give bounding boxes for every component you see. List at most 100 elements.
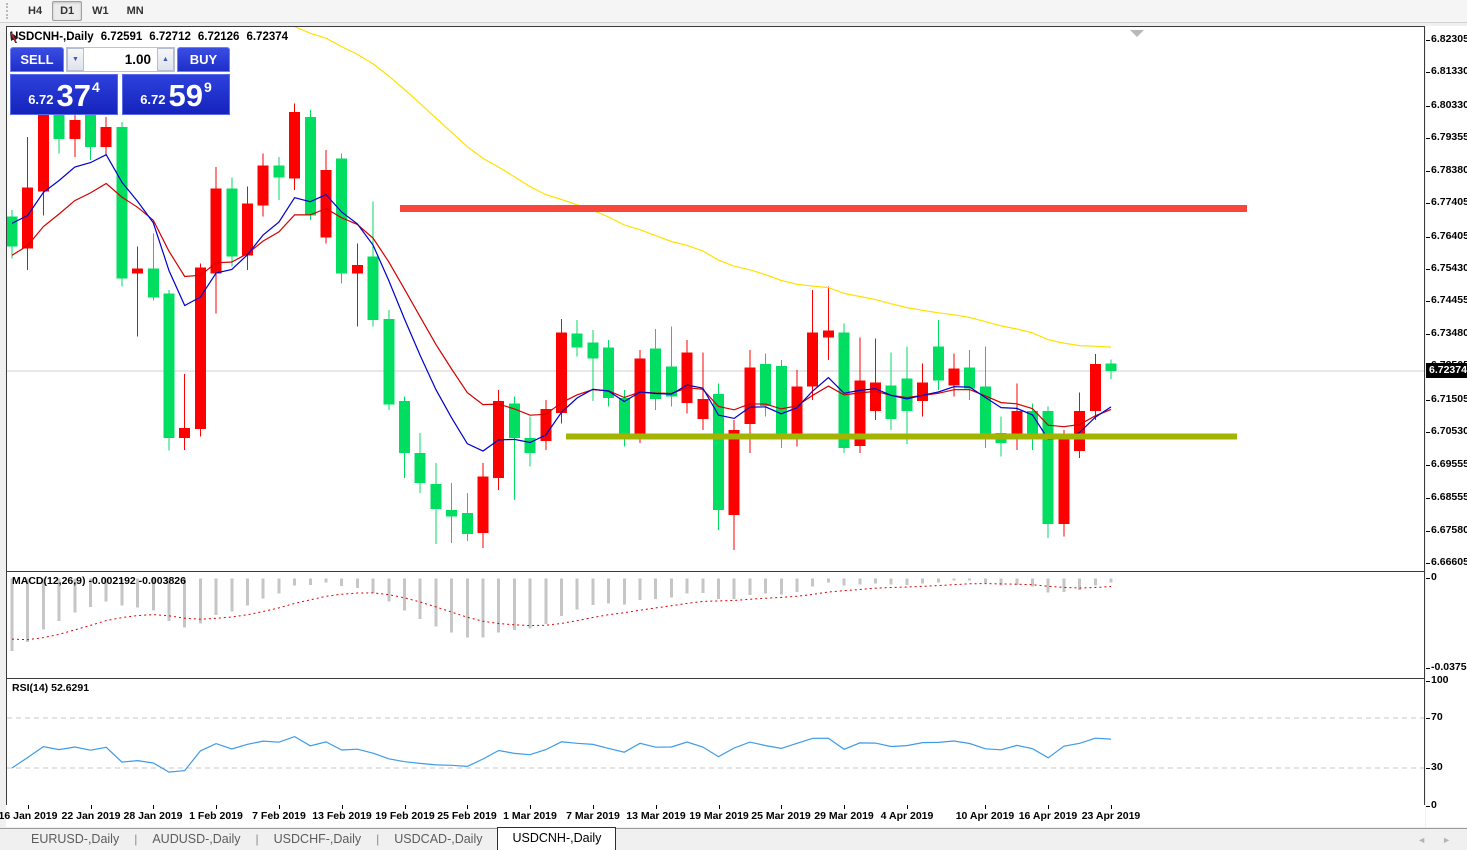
price-axis-label: 6.75430 bbox=[1431, 262, 1467, 274]
macd-histogram-bar bbox=[983, 578, 987, 583]
candle-body bbox=[1074, 410, 1086, 452]
macd-histogram-bar bbox=[607, 578, 611, 604]
ohlc-close: 6.72374 bbox=[246, 31, 289, 43]
candle-body bbox=[964, 367, 976, 389]
price-axis-label: 6.81330 bbox=[1431, 65, 1467, 77]
date-axis[interactable] bbox=[6, 805, 1425, 827]
support-line[interactable] bbox=[566, 433, 1237, 440]
price-axis-label: 6.82305 bbox=[1431, 33, 1467, 45]
ohlc-low: 6.72126 bbox=[197, 31, 240, 43]
timeframe-button-h4[interactable]: H4 bbox=[28, 5, 43, 17]
candle-body bbox=[289, 112, 301, 179]
macd-histogram-bar bbox=[654, 578, 658, 599]
candle-body bbox=[1058, 435, 1070, 525]
candle-body bbox=[571, 333, 583, 348]
macd-histogram-bar bbox=[73, 578, 77, 613]
macd-histogram-bar bbox=[842, 578, 846, 586]
macd-histogram-bar bbox=[308, 578, 312, 586]
macd-histogram-bar bbox=[151, 578, 155, 611]
date-axis-label: 16 Jan 2019 bbox=[0, 810, 58, 822]
symbol-tab-audusd[interactable]: AUDUSD-,Daily bbox=[152, 832, 241, 846]
candle-body bbox=[665, 366, 677, 397]
macd-histogram-bar bbox=[952, 578, 956, 581]
macd-chart[interactable] bbox=[7, 572, 1424, 677]
macd-histogram-bar bbox=[120, 578, 124, 606]
macd-histogram-bar bbox=[1109, 578, 1113, 583]
volume-decrease-button[interactable]: ▼ bbox=[67, 48, 84, 71]
symbol-tab-usdcad[interactable]: USDCAD-,Daily bbox=[394, 832, 483, 846]
buy-price-big: 59 bbox=[168, 78, 203, 113]
timeframe-button-mn[interactable]: MN bbox=[126, 5, 144, 17]
macd-histogram-bar bbox=[685, 578, 689, 594]
rsi-axis-label: 0 bbox=[1431, 799, 1437, 811]
candle-body bbox=[446, 509, 458, 517]
candle-body bbox=[524, 437, 536, 454]
macd-histogram-bar bbox=[622, 578, 626, 605]
macd-histogram-bar bbox=[41, 578, 45, 630]
toolbar-grip-icon[interactable] bbox=[6, 3, 11, 19]
tab-scroll-right-icon[interactable]: ► bbox=[1442, 835, 1451, 845]
macd-histogram-bar bbox=[889, 578, 893, 585]
current-price-badge: 6.72374 bbox=[1426, 363, 1467, 378]
candle-body bbox=[618, 397, 630, 438]
macd-histogram-bar bbox=[434, 578, 438, 627]
price-axis[interactable] bbox=[1426, 26, 1467, 827]
macd-histogram-bar bbox=[10, 578, 14, 652]
candle-body bbox=[320, 170, 332, 238]
volume-box: ▼ ▲ bbox=[66, 47, 175, 72]
symbol-tab-bar: EURUSD-,Daily | AUDUSD-,Daily | USDCHF-,Dail… bbox=[0, 827, 1467, 850]
macd-pane[interactable] bbox=[6, 571, 1425, 679]
macd-label-row: MACD(12,26,9) -0.002192 -0.003826 bbox=[12, 575, 186, 587]
sell-price-big: 37 bbox=[56, 78, 91, 113]
volume-input[interactable] bbox=[84, 48, 157, 71]
scroll-to-end-marker-icon[interactable] bbox=[1130, 30, 1144, 37]
macd-histogram-bar bbox=[968, 578, 972, 581]
macd-histogram-bar bbox=[575, 578, 579, 610]
date-axis-label: 13 Mar 2019 bbox=[626, 810, 686, 822]
chart-title: USDCNH-,Daily 6.72591 6.72712 6.72126 6.… bbox=[10, 31, 290, 43]
volume-increase-button[interactable]: ▲ bbox=[157, 48, 174, 71]
macd-axis-label: -0.037529 bbox=[1431, 661, 1467, 673]
moving-average-line bbox=[11, 153, 1112, 452]
timeframe-button-d1[interactable]: D1 bbox=[52, 1, 83, 21]
macd-histogram-bar bbox=[717, 578, 720, 600]
tab-scroll-left-icon[interactable]: ◄ bbox=[1417, 835, 1427, 845]
symbol-tab-eurusd[interactable]: EURUSD-,Daily bbox=[31, 832, 120, 846]
candle-body bbox=[901, 378, 913, 411]
macd-histogram-bar bbox=[560, 578, 563, 616]
macd-value: -0.002192 bbox=[88, 575, 136, 587]
macd-histogram-bar bbox=[198, 578, 202, 624]
macd-histogram-bar bbox=[167, 578, 171, 621]
buy-price-sup: 9 bbox=[204, 79, 212, 95]
tab-separator: | bbox=[134, 832, 138, 846]
buy-button[interactable]: BUY bbox=[177, 47, 230, 72]
macd-histogram-bar bbox=[638, 578, 642, 601]
candle-body bbox=[69, 120, 81, 139]
buy-price-tile[interactable]: 6.72 59 9 bbox=[122, 74, 230, 115]
sell-button[interactable]: SELL bbox=[10, 47, 64, 72]
candle-body bbox=[383, 319, 395, 405]
date-axis-label: 7 Mar 2019 bbox=[566, 810, 620, 822]
timeframe-button-w1[interactable]: W1 bbox=[92, 5, 109, 17]
candle-body bbox=[791, 386, 803, 438]
symbol-tab-usdcnh[interactable]: USDCNH-,Daily bbox=[497, 827, 617, 850]
macd-histogram-bar bbox=[874, 578, 877, 584]
price-axis-label: 6.77405 bbox=[1431, 196, 1467, 208]
candle-body bbox=[807, 332, 819, 387]
macd-histogram-bar bbox=[450, 578, 454, 633]
macd-histogram-bar bbox=[999, 578, 1003, 586]
date-axis-label: 22 Jan 2019 bbox=[61, 810, 121, 822]
symbol-tab-usdchf[interactable]: USDCHF-,Daily bbox=[273, 832, 362, 846]
macd-histogram-bar bbox=[1093, 578, 1097, 586]
moving-average-line bbox=[293, 27, 1112, 348]
macd-histogram-bar bbox=[858, 578, 862, 585]
price-axis-label: 6.73480 bbox=[1431, 327, 1467, 339]
sell-price-tile[interactable]: 6.72 37 4 bbox=[10, 74, 118, 115]
date-axis-label: 29 Mar 2019 bbox=[814, 810, 874, 822]
rsi-chart[interactable] bbox=[7, 679, 1424, 804]
resistance-line[interactable] bbox=[400, 204, 1247, 212]
rsi-value: 52.6291 bbox=[51, 682, 90, 694]
candle-body bbox=[22, 187, 34, 249]
candle-body bbox=[179, 427, 191, 438]
date-axis-label: 25 Feb 2019 bbox=[437, 810, 497, 822]
